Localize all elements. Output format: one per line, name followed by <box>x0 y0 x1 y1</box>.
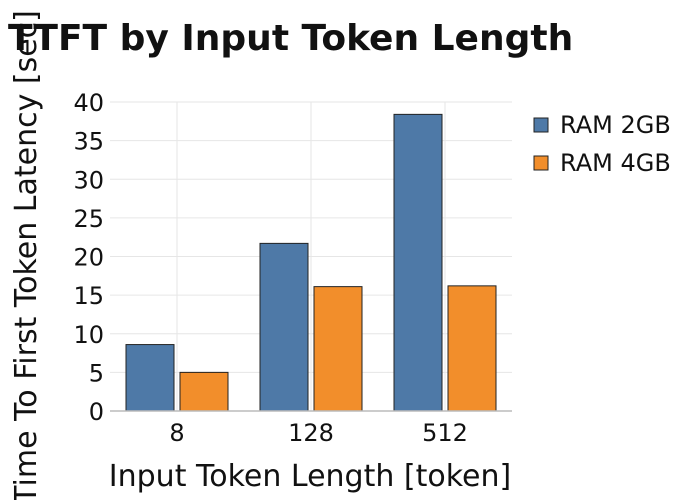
bar <box>179 371 229 412</box>
y-tick-label: 30 <box>73 166 104 194</box>
legend-label: RAM 4GB <box>560 149 671 177</box>
grid <box>110 101 512 411</box>
bar <box>259 242 309 412</box>
y-tick-label: 35 <box>73 128 104 156</box>
x-tick-label: 128 <box>288 419 334 447</box>
x-tick-label: 512 <box>422 419 468 447</box>
y-tick-label: 10 <box>73 321 104 349</box>
bar <box>125 344 175 412</box>
bar <box>313 286 363 412</box>
legend: RAM 2GB RAM 4GB <box>533 111 671 177</box>
bar <box>393 113 443 412</box>
x-axis-title: Input Token Length [token] <box>109 459 511 494</box>
legend-swatch <box>533 155 549 171</box>
y-axis-title: Time To First Token Latency [sec] <box>9 10 44 500</box>
y-tick-label: 0 <box>89 398 104 426</box>
legend-label: RAM 2GB <box>560 111 671 139</box>
x-tick-label: 8 <box>169 419 184 447</box>
axes: 0 5 10 15 20 25 30 35 40 8 128 512 <box>73 89 512 447</box>
y-tick-label: 25 <box>73 205 104 233</box>
chart-title: TTFT by Input Token Length <box>8 18 573 59</box>
y-tick-label: 40 <box>73 89 104 117</box>
y-tick-label: 15 <box>73 282 104 310</box>
y-tick-label: 20 <box>73 244 104 272</box>
bar <box>447 285 497 412</box>
legend-swatch <box>533 117 549 133</box>
bars <box>125 113 497 412</box>
y-tick-label: 5 <box>89 359 104 387</box>
